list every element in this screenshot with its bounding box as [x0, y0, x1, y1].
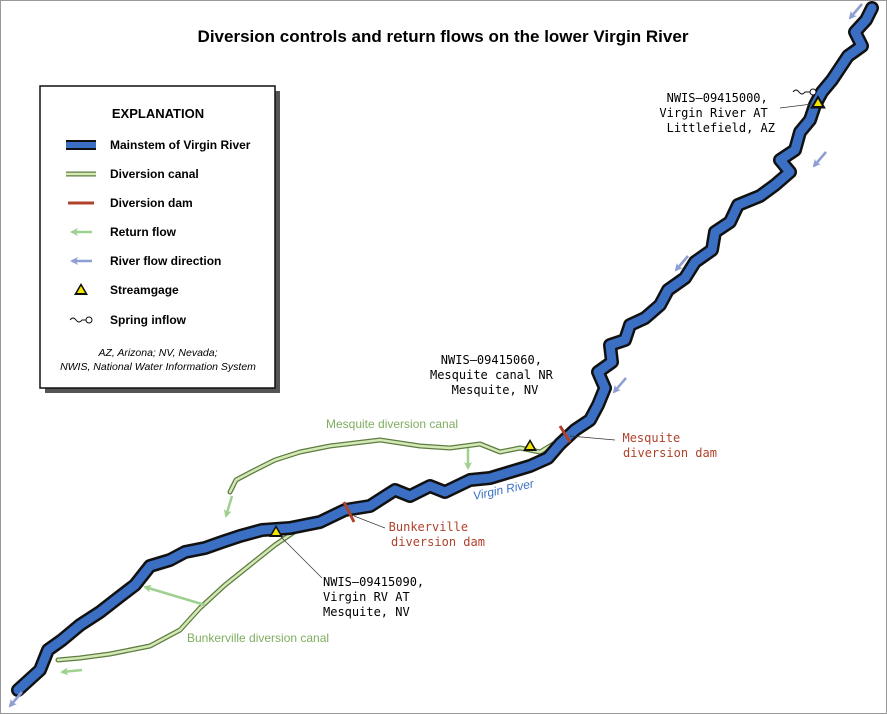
mesquite-canal-inner: [228, 438, 562, 494]
legend-label: Diversion canal: [110, 167, 199, 181]
streamgage-fill: [814, 99, 822, 106]
spring-inflow: [809, 88, 817, 96]
dam-label: Bunkerville diversion dam: [389, 520, 485, 549]
return-flow-arrow: [143, 584, 206, 607]
gage-label: NWIS–09415060, Mesquite canal NR Mesquit…: [430, 353, 560, 397]
streamgage-fill: [526, 442, 534, 449]
river-flow-arrow: [8, 691, 23, 708]
legend-heading: EXPLANATION: [112, 106, 204, 121]
mesquite-dam: [558, 425, 572, 443]
canal-label: Mesquite diversion canal: [326, 417, 458, 431]
gage-label: NWIS–09415000, Virgin River AT Littlefie…: [659, 91, 775, 135]
legend-label: River flow direction: [110, 254, 221, 268]
gage-label: NWIS–09415090, Virgin RV AT Mesquite, NV: [323, 575, 431, 619]
flow-arrows: [8, 3, 863, 708]
leader: [569, 435, 616, 441]
return-flow-arrow: [223, 495, 234, 518]
canal-label: Bunkerville diversion canal: [187, 631, 329, 645]
dam-label: Mesquite diversion dam: [622, 431, 716, 460]
leader: [353, 515, 386, 529]
legend: EXPLANATION Mainstem of Virgin River Div…: [39, 85, 280, 393]
legend-symbol: [69, 317, 86, 323]
leader: [279, 535, 323, 579]
river-flow-arrow: [612, 377, 627, 394]
river: [11, 1, 879, 697]
legend-label: Streamgage: [110, 283, 179, 297]
river-flow-arrow: [812, 151, 827, 168]
legend-symbol: [77, 286, 85, 293]
river-flow-arrow: [848, 3, 863, 20]
streamgages: [269, 88, 826, 579]
legend-symbol: [85, 316, 93, 324]
streamgage-fill: [272, 528, 280, 535]
return-flow-arrow: [60, 667, 83, 676]
river-flow-arrow: [674, 255, 689, 272]
legend-label: Diversion dam: [110, 196, 193, 210]
legend-label: Return flow: [110, 225, 177, 239]
legend-label: Spring inflow: [110, 313, 187, 327]
bunkerville-dam: [342, 501, 356, 523]
legend-note: AZ, Arizona; NV, Nevada;: [97, 347, 217, 359]
legend-label: Mainstem of Virgin River: [110, 138, 251, 152]
legend-box: [39, 85, 276, 389]
river-main: [13, 3, 877, 695]
spring-inflow: [792, 89, 810, 95]
title: Diversion controls and return flows on t…: [198, 27, 689, 46]
legend-note: NWIS, National Water Information System: [60, 361, 256, 373]
leader: [779, 103, 813, 109]
